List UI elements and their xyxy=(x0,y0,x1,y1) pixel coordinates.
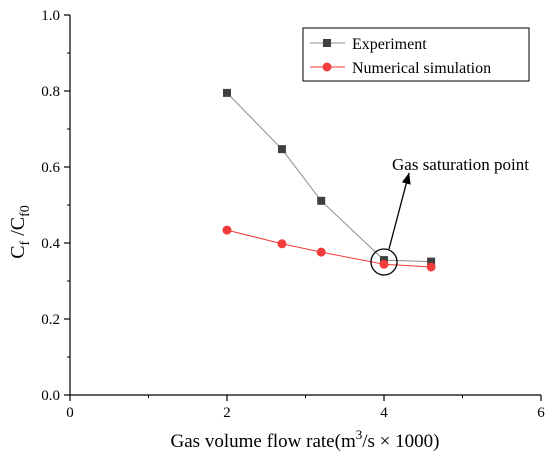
series-line-numerical-simulation xyxy=(226,229,432,268)
y-label-sub1: f xyxy=(18,240,33,245)
data-point-numerical-simulation xyxy=(316,247,326,257)
data-point-numerical-simulation xyxy=(426,262,436,272)
annotation-circle xyxy=(370,248,398,276)
series-layer xyxy=(222,88,436,272)
annotation: Gas saturation point xyxy=(370,155,529,276)
x-label-suffix: /s × 1000) xyxy=(362,431,439,452)
legend-marker-simulation xyxy=(322,62,332,72)
annotation-arrow xyxy=(388,172,410,250)
y-tick-label: 0.4 xyxy=(41,236,60,252)
x-label-prefix: Gas volume flow rate(m xyxy=(171,431,356,452)
y-label-mid: /C xyxy=(7,217,29,241)
legend-marker-experiment xyxy=(323,39,331,47)
x-axis-label: Gas volume flow rate(m3/s × 1000) xyxy=(171,427,440,452)
series-line-experiment xyxy=(226,92,432,263)
axes: 0 2 4 6 0.0 0.2 0.4 0.6 0.8 1.0 xyxy=(41,8,545,421)
x-tick-label: 6 xyxy=(537,405,545,421)
annotation-label: Gas saturation point xyxy=(392,155,529,174)
y-axis-label: Cf /Cf0 xyxy=(7,205,33,259)
legend-label-simulation: Numerical simulation xyxy=(352,60,491,77)
y-tick-label: 0.2 xyxy=(41,312,60,328)
data-point-numerical-simulation xyxy=(277,239,287,249)
legend: Experiment Numerical simulation xyxy=(302,27,530,82)
legend-label-experiment: Experiment xyxy=(352,36,427,53)
x-tick-label: 0 xyxy=(66,405,74,421)
data-point-experiment xyxy=(427,257,436,266)
y-tick-label: 0.8 xyxy=(41,84,60,100)
x-tick-label: 2 xyxy=(223,405,231,421)
legend-box xyxy=(302,27,530,82)
y-tick-label: 0.6 xyxy=(41,160,60,176)
data-point-experiment xyxy=(277,145,286,154)
data-point-numerical-simulation xyxy=(222,225,232,235)
annotation-arrowhead xyxy=(401,172,411,185)
y-tick-label: 0.0 xyxy=(41,388,60,404)
y-label-c1: C xyxy=(7,245,29,258)
data-point-experiment xyxy=(223,88,231,97)
x-tick-label: 4 xyxy=(380,405,388,421)
data-point-experiment xyxy=(317,196,326,205)
x-label-sup: 3 xyxy=(356,427,363,442)
data-point-numerical-simulation xyxy=(379,259,389,269)
y-label-sub2: f0 xyxy=(18,205,33,217)
y-tick-label: 1.0 xyxy=(41,8,60,24)
